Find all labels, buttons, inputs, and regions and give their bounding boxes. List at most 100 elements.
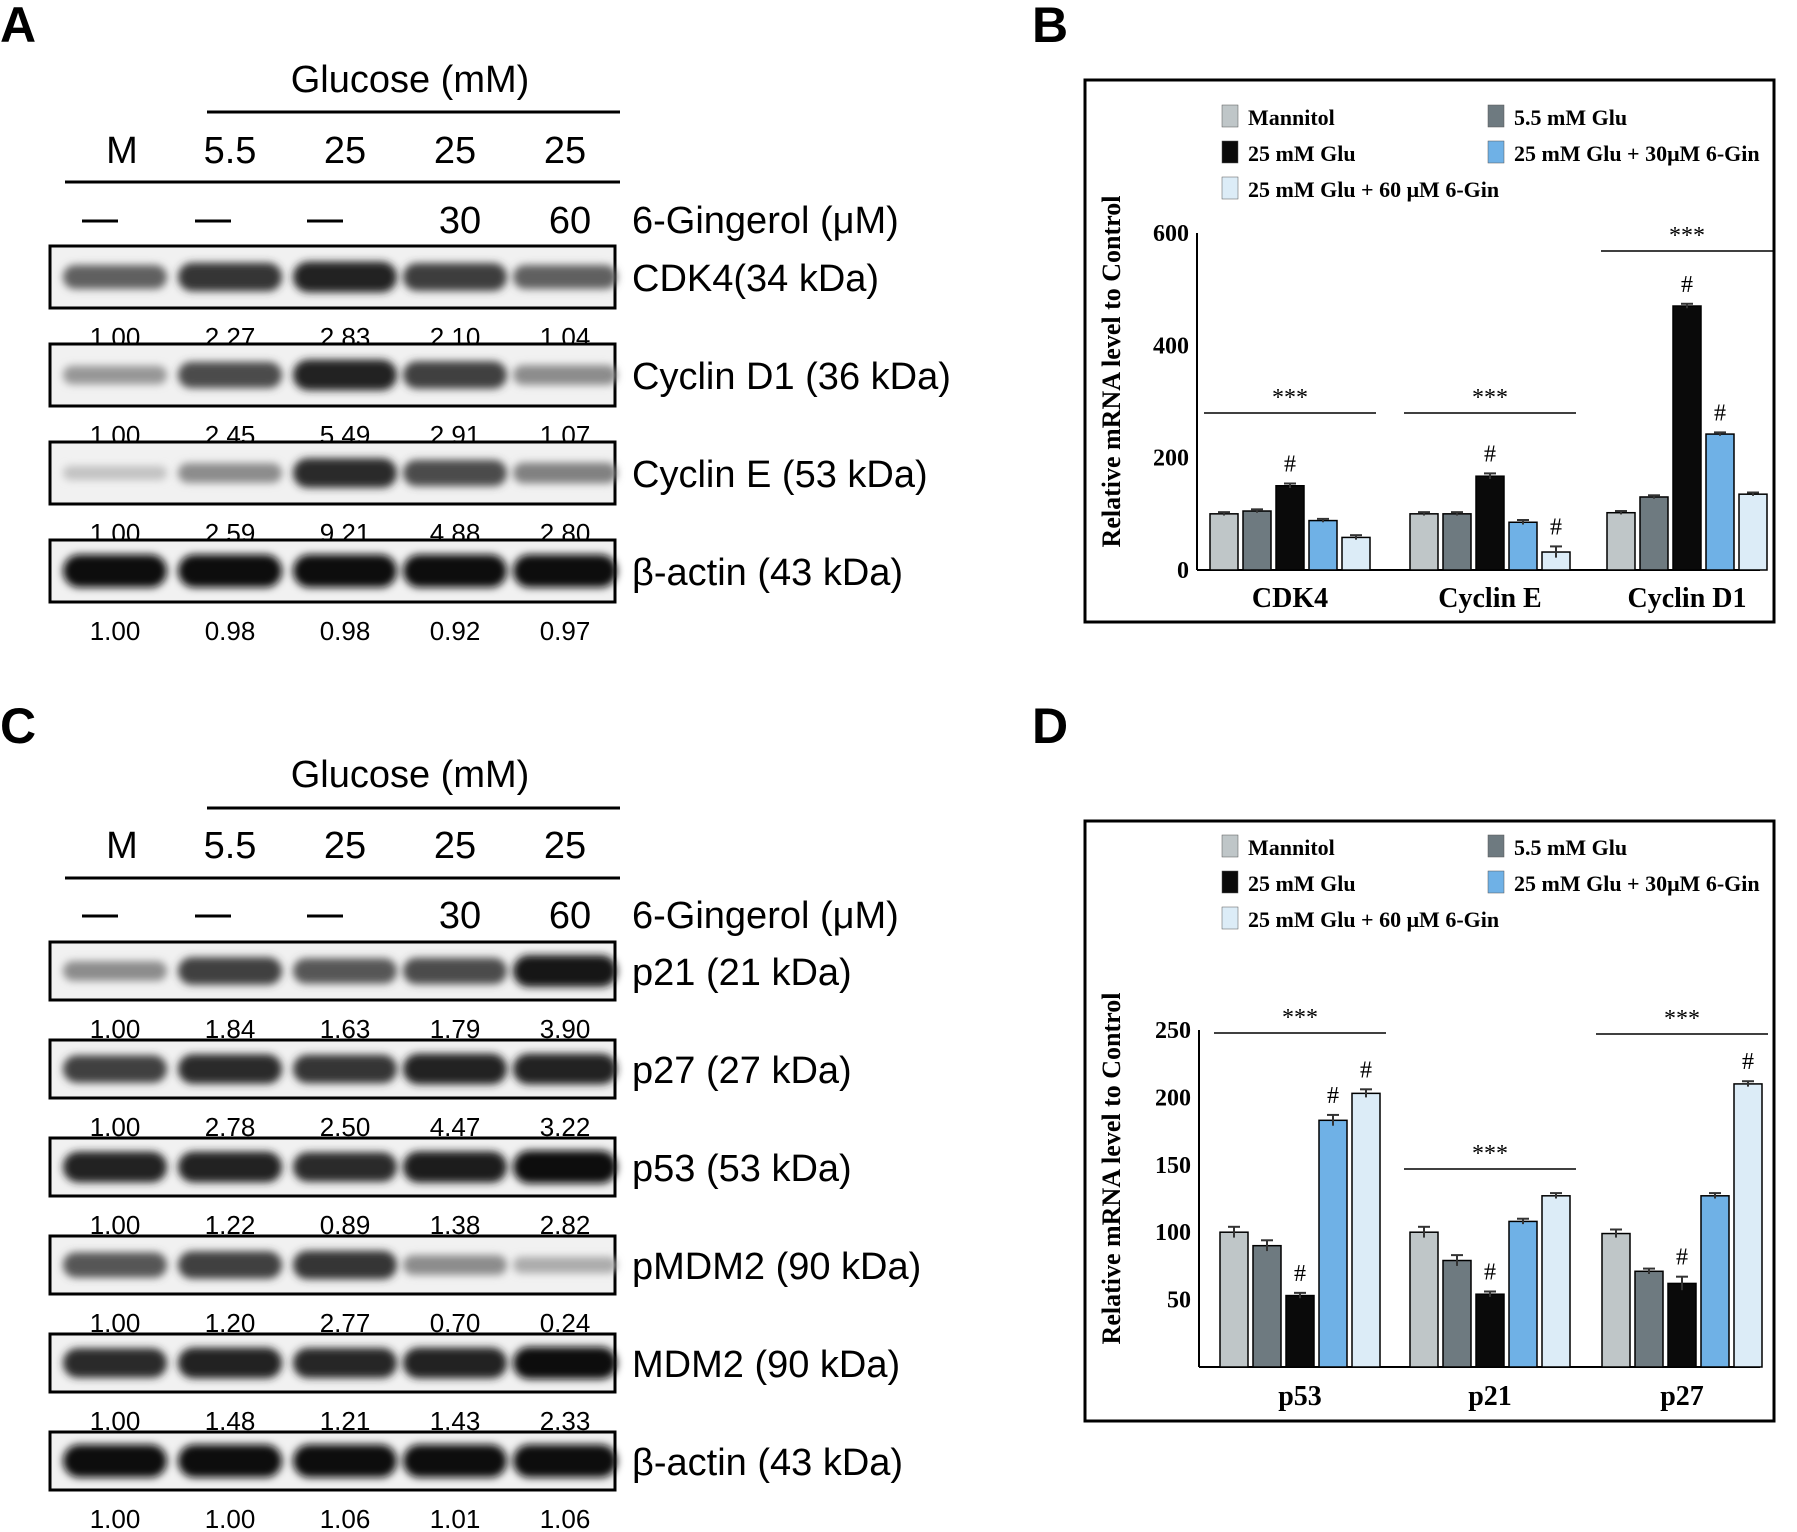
band <box>178 554 282 588</box>
hash-mark: # <box>1327 1083 1339 1109</box>
blot-strip: MDM2 (90 kDa)1.00 1.48 1.21 1.43 2.33 <box>48 1332 900 1436</box>
blot-strip: p21 (21 kDa)1.00 1.84 1.63 1.79 3.90 <box>48 940 852 1044</box>
gingerol-dose: 30 <box>439 895 481 937</box>
y-tick-label: 200 <box>1155 1085 1191 1111</box>
legend-swatch <box>1487 104 1505 128</box>
blot-label: p21 (21 kDa) <box>632 952 852 994</box>
category-label: Cyclin D1 <box>1628 583 1747 614</box>
significance-label: *** <box>1669 223 1705 249</box>
legend-swatch <box>1221 906 1239 930</box>
band <box>63 264 167 290</box>
blot-strip: β-actin (43 kDa) 1.00 1.00 1.06 1.01 1.06 <box>48 1430 903 1532</box>
band <box>293 1444 397 1478</box>
legend-entry: 25 mM Glu <box>1248 871 1356 896</box>
bar <box>1308 519 1338 571</box>
band <box>513 1444 617 1478</box>
band <box>513 1346 617 1380</box>
densitometry-value: 0.98 <box>205 616 256 646</box>
legend-entry: 5.5 mM Glu <box>1514 105 1627 130</box>
legend-entry: 25 mM Glu + 60 μM 6-Gin <box>1248 177 1499 202</box>
blot-label: pMDM2 (90 kDa) <box>632 1246 921 1288</box>
band <box>63 1055 167 1083</box>
bar <box>1442 1259 1472 1368</box>
bar <box>1409 1231 1439 1368</box>
lane-label: 25 <box>324 130 366 172</box>
band <box>178 1251 282 1279</box>
band <box>513 1053 617 1085</box>
band <box>178 463 282 483</box>
glucose-header: Glucose (mM) <box>291 754 530 796</box>
legend-swatch <box>1221 834 1239 858</box>
category-label: p27 <box>1660 1381 1704 1412</box>
band <box>513 1256 617 1274</box>
gingerol-dose: 30 <box>439 200 481 242</box>
gingerol-dose: 60 <box>549 200 591 242</box>
y-tick-label: 600 <box>1153 221 1189 247</box>
band <box>178 262 282 292</box>
bar <box>1738 493 1768 571</box>
legend-entry: 25 mM Glu + 30μM 6-Gin <box>1514 141 1760 166</box>
band <box>513 462 617 484</box>
lane-label: 5.5 <box>204 130 257 172</box>
y-tick-label: 100 <box>1155 1220 1191 1246</box>
bar <box>1209 513 1239 571</box>
chart-frame <box>1083 819 1776 1423</box>
lane-label: 25 <box>544 130 586 172</box>
bar <box>1672 305 1702 571</box>
lane-label: 25 <box>434 825 476 867</box>
bar <box>1341 536 1371 571</box>
significance-label: *** <box>1664 1006 1700 1032</box>
legend-swatch <box>1221 104 1239 128</box>
y-axis-label: Relative mRNA level to Control <box>1097 993 1126 1345</box>
band <box>293 958 397 984</box>
lane-label: 5.5 <box>204 825 257 867</box>
band <box>403 554 507 588</box>
bar <box>1285 1294 1315 1368</box>
blot-label: p27 (27 kDa) <box>632 1050 852 1092</box>
legend-swatch <box>1221 140 1239 164</box>
legend-swatch <box>1487 140 1505 164</box>
lane-label: 25 <box>544 825 586 867</box>
blot-label: Cyclin E (53 kDa) <box>632 454 928 496</box>
band <box>293 1054 397 1084</box>
bar <box>1219 1231 1249 1368</box>
lane-label: 25 <box>324 825 366 867</box>
band <box>178 1347 282 1379</box>
band <box>513 955 617 987</box>
bar <box>1705 433 1735 571</box>
bar <box>1606 511 1636 571</box>
blot-label: β-actin (43 kDa) <box>632 1442 903 1484</box>
bar <box>1639 496 1669 571</box>
hash-mark: # <box>1284 452 1296 478</box>
band <box>63 465 167 481</box>
band <box>403 1347 507 1379</box>
densitometry-value: 0.98 <box>320 616 371 646</box>
band <box>403 263 507 291</box>
densitometry-value: 1.00 <box>90 616 141 646</box>
y-tick-label: 0 <box>1177 558 1189 584</box>
band <box>293 554 397 588</box>
hash-mark: # <box>1742 1049 1754 1075</box>
band <box>513 365 617 385</box>
blot-strip: Cyclin E (53 kDa)1.00 2.59 9.21 4.88 2.80 <box>48 440 928 548</box>
band <box>63 554 167 588</box>
hash-mark: # <box>1681 272 1693 298</box>
hash-mark: # <box>1294 1261 1306 1287</box>
y-tick-label: 150 <box>1155 1153 1191 1179</box>
band <box>403 1151 507 1183</box>
band <box>178 1151 282 1183</box>
glucose-header: Glucose (mM) <box>291 59 530 101</box>
legend-entry: 25 mM Glu + 60 μM 6-Gin <box>1248 907 1499 932</box>
band <box>178 957 282 985</box>
legend-swatch <box>1221 870 1239 894</box>
bar <box>1733 1083 1763 1368</box>
bar <box>1252 1244 1282 1368</box>
panel-letter-b: B <box>1032 0 1068 53</box>
y-tick-label: 200 <box>1153 446 1189 472</box>
legend-swatch <box>1221 176 1239 200</box>
band <box>293 1152 397 1182</box>
panel-letter-c: C <box>0 698 36 754</box>
panel-letter-a: A <box>0 0 36 53</box>
band <box>63 961 167 981</box>
